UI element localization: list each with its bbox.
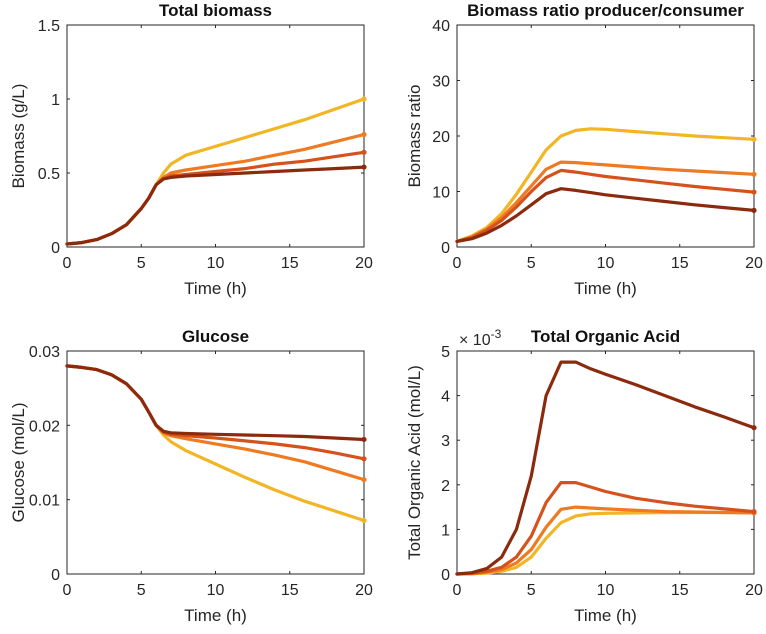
y-axis-label: Glucose (mol/L) — [9, 403, 28, 523]
y-axis-label: Biomass (g/L) — [9, 84, 28, 189]
series-end-marker — [361, 456, 367, 462]
x-tick-label: 10 — [597, 582, 615, 599]
x-tick-label: 15 — [671, 582, 689, 599]
y-tick-label: 0 — [441, 567, 450, 584]
y-tick-label: 20 — [432, 129, 450, 146]
y-tick-label: 5 — [441, 344, 450, 361]
series-line-series-4 — [65, 364, 366, 442]
subplot-title: Biomass ratio producer/consumer — [467, 1, 744, 20]
subplot-title: Total biomass — [159, 1, 272, 20]
x-tick-label: 20 — [355, 582, 373, 599]
y-tick-label: 0.02 — [29, 418, 60, 435]
x-tick-label: 0 — [63, 255, 72, 272]
series-end-marker — [751, 136, 757, 142]
x-tick-label: 15 — [281, 582, 299, 599]
x-tick-label: 5 — [137, 255, 146, 272]
y-tick-label: 1 — [51, 92, 60, 109]
x-tick-label: 0 — [63, 582, 72, 599]
x-tick-label: 20 — [745, 582, 763, 599]
series-line-series-3 — [455, 481, 756, 576]
x-tick-label: 20 — [745, 255, 763, 272]
subplot-1: 0 5 10 15 20 0 0.5 1 1.5 Total biomass Time (h) Bio… — [9, 1, 373, 298]
x-tick-label: 0 — [453, 255, 462, 272]
x-tick-label: 15 — [281, 255, 299, 272]
y-axis-label: Biomass ratio — [405, 85, 424, 188]
axes-box — [66, 24, 365, 248]
series-end-marker — [361, 164, 367, 170]
series-end-marker — [361, 517, 367, 524]
series-end-marker — [361, 96, 367, 102]
x-tick-label: 5 — [137, 582, 146, 599]
y-tick-label: 0.03 — [29, 344, 60, 361]
y-exponent-power: -3 — [491, 327, 502, 341]
y-tick-label: 1 — [441, 522, 450, 539]
series-end-marker — [751, 508, 757, 515]
series-end-marker — [361, 476, 367, 483]
x-axis-label: Time (h) — [184, 606, 247, 625]
y-tick-label: 4 — [441, 389, 450, 406]
subplot-title: Glucose — [182, 327, 249, 346]
series-line-series-2 — [455, 160, 756, 243]
y-tick-label: 40 — [432, 18, 450, 35]
series-end-marker — [361, 149, 367, 155]
axes-box — [456, 350, 755, 575]
x-tick-label: 10 — [597, 255, 615, 272]
series-line-series-2 — [455, 505, 756, 576]
series-end-marker — [751, 425, 757, 431]
series-line-series-1 — [455, 510, 756, 576]
y-tick-label: 0.5 — [38, 166, 60, 183]
y-axis-label: Total Organic Acid (mol/L) — [405, 365, 424, 560]
x-tick-label: 15 — [671, 255, 689, 272]
y-tick-label: 3 — [441, 433, 450, 450]
y-tick-label: 30 — [432, 74, 450, 91]
series-end-marker — [361, 436, 367, 443]
y-exponent-label: × 10-3 — [459, 327, 502, 349]
series-line-series-4 — [65, 165, 366, 246]
x-tick-label: 10 — [207, 582, 225, 599]
series-line-series-4 — [455, 360, 756, 576]
x-tick-label: 5 — [527, 582, 536, 599]
series-line-series-3 — [455, 168, 756, 243]
subplot-4: 0 5 10 15 20 0 1 2 3 4 5 Total Organic Acid Time (h)… — [405, 327, 763, 625]
series-end-marker — [751, 207, 757, 213]
subplot-3: 0 5 10 15 20 0 0.01 0.02 0.03 Glucose Time (h) Gluc… — [9, 327, 373, 625]
series-end-marker — [751, 189, 757, 195]
x-axis-label: Time (h) — [574, 279, 637, 298]
x-axis-label: Time (h) — [184, 279, 247, 298]
y-tick-label: 0 — [51, 567, 60, 584]
y-tick-label: 1.5 — [38, 18, 60, 35]
series-line-series-4 — [455, 187, 756, 243]
x-tick-label: 5 — [527, 255, 536, 272]
y-tick-label: 0 — [441, 240, 450, 257]
subplot-2: 0 5 10 15 20 0 10 20 30 40 Biomass ratio producer/… — [405, 1, 763, 298]
x-tick-label: 0 — [453, 582, 462, 599]
y-tick-label: 0 — [51, 240, 60, 257]
series-end-marker — [361, 131, 367, 138]
y-tick-label: 2 — [441, 478, 450, 495]
y-tick-label: 0.01 — [29, 493, 60, 510]
series-line-series-2 — [65, 132, 366, 246]
series-end-marker — [751, 171, 757, 177]
subplot-title: Total Organic Acid — [531, 327, 680, 346]
x-tick-label: 10 — [207, 255, 225, 272]
x-axis-label: Time (h) — [574, 606, 637, 625]
y-tick-label: 10 — [432, 185, 450, 202]
series-line-series-1 — [455, 127, 756, 243]
x-tick-label: 20 — [355, 255, 373, 272]
